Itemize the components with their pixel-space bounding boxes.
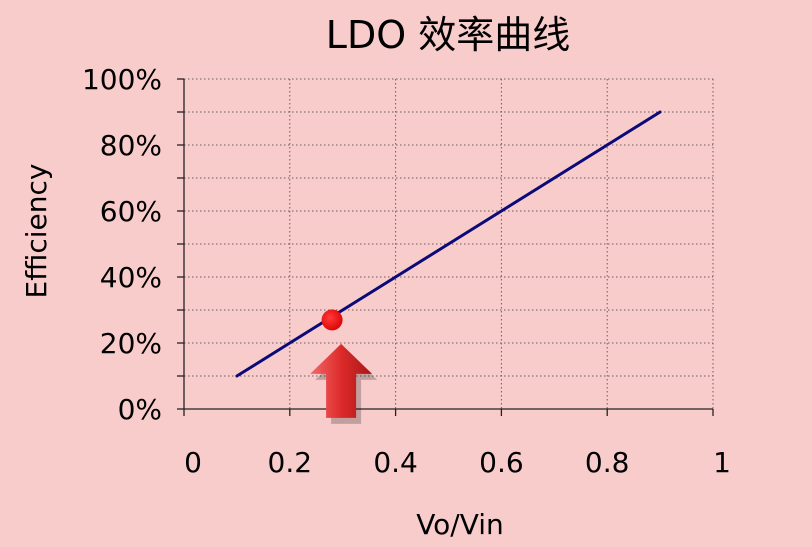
x-tick-label: 0.6 (479, 446, 524, 479)
x-axis-label: Vo/Vin (416, 508, 504, 541)
operating-point-marker (321, 309, 343, 331)
series-layer (235, 110, 662, 378)
y-tick-label: 100% (82, 63, 162, 96)
y-tick-label: 0% (118, 393, 162, 426)
axes (177, 78, 714, 416)
x-tick-label: 0 (184, 446, 202, 479)
chart-title: LDO 效率曲线 (326, 13, 570, 57)
y-tick-label: 80% (100, 129, 162, 162)
y-tick-label: 40% (100, 261, 162, 294)
x-tick-label: 0.8 (585, 446, 630, 479)
x-tick-label: 0.2 (268, 446, 313, 479)
annotation-layer (310, 309, 378, 424)
gridlines (184, 78, 714, 409)
x-tick-label: 0.4 (373, 446, 418, 479)
y-axis-label: Efficiency (20, 164, 53, 299)
tick-labels: 0% 20% 40% 60% 80% 100% 0 0.2 0.4 0.6 0.8 1 (82, 63, 731, 479)
x-tick-label: 1 (713, 446, 731, 479)
efficiency-series-line (235, 110, 662, 378)
y-tick-label: 60% (100, 195, 162, 228)
up-arrow-icon (310, 343, 373, 418)
y-tick-label: 20% (100, 327, 162, 360)
